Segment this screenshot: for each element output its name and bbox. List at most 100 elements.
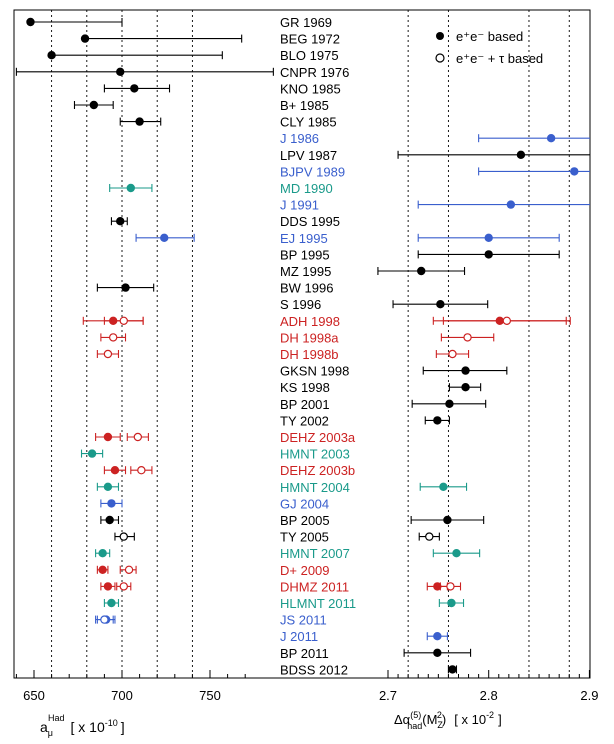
left-data-point [119, 532, 128, 541]
left-data-point [116, 216, 125, 226]
entry-label: GJ 2004 [280, 496, 329, 511]
legend-marker-open [435, 53, 445, 63]
entry-label: JS 2011 [280, 613, 327, 628]
entry-label: GKSN 1998 [280, 364, 349, 379]
entry-label: J 1991 [280, 198, 319, 213]
left-data-point [119, 316, 128, 325]
left-data-point [26, 17, 35, 27]
left-data-point [124, 565, 134, 575]
entry-label: HMNT 2004 [280, 480, 350, 495]
legend-item-ee: e⁺e⁻ based [456, 29, 523, 44]
left-data-point [98, 565, 107, 575]
entry-label: BP 2005 [280, 513, 330, 528]
left-tick-label: 750 [199, 688, 221, 703]
left-tick-label: 700 [111, 688, 133, 703]
right-data-point [436, 300, 445, 309]
legend-marker-filled [436, 32, 444, 40]
left-xlabel-unit-end: ] [121, 719, 125, 735]
right-tick-label: 2.9 [580, 688, 598, 703]
entry-label: MZ 1995 [280, 264, 331, 279]
right-data-point [570, 167, 579, 176]
legend-item-ee-tau: e⁺e⁻ + τ based [456, 51, 543, 66]
right-data-point [447, 598, 456, 608]
right-xlabel-sub: had [407, 721, 422, 731]
left-data-point [80, 34, 90, 43]
right-data-point [417, 266, 426, 276]
right-xlabel-arg: (M [422, 712, 437, 727]
right-xlabel-arg-sup: 2 [437, 710, 442, 720]
entry-label: EJ 1995 [280, 231, 328, 246]
right-xlabel-prefix: Δα [394, 712, 411, 727]
entry-label: LPV 1987 [280, 148, 337, 163]
legend: e⁺e⁻ based e⁺e⁻ + τ based [435, 29, 543, 66]
entry-label: DEHZ 2003b [280, 463, 355, 478]
left-data-point [110, 466, 120, 475]
entry-label: DH 1998b [280, 347, 339, 362]
right-data-point [448, 665, 457, 674]
left-tick-label: 650 [23, 688, 45, 703]
right-xlabel-arg-sub: Z [437, 720, 443, 730]
entry-label: BLO 1975 [280, 48, 339, 63]
left-data-point [107, 499, 116, 508]
entry-label: BP 2011 [280, 646, 329, 661]
left-data-point [135, 117, 144, 126]
left-data-point [103, 432, 113, 442]
left-xlabel-sup: Had [48, 713, 65, 723]
entry-label: BEG 1972 [280, 32, 340, 47]
right-data-point [433, 416, 442, 425]
right-data-point [433, 648, 442, 658]
axis-ticks: 650 700 750 2.7 2.8 2.9 [15, 670, 598, 703]
entry-label: KNO 1985 [280, 81, 341, 96]
right-xlabel-unit: [ x 10 [454, 712, 486, 727]
entry-label: HMNT 2003 [280, 447, 350, 462]
left-data-point [116, 67, 125, 77]
right-data-point [506, 200, 516, 209]
left-data-point [107, 598, 116, 608]
entry-label: MD 1990 [280, 181, 333, 196]
left-xlabel-sub: μ [48, 728, 53, 738]
entry-label: DH 1998a [280, 330, 339, 345]
entry-label: D+ 2009 [280, 563, 330, 578]
left-data-point [103, 582, 113, 591]
left-xlabel-unit: [ x 10 [71, 719, 105, 735]
left-data-point [87, 449, 97, 458]
right-data-point [461, 366, 470, 375]
left-data-point [89, 100, 99, 110]
right-data-point [433, 632, 442, 641]
entry-label: DDS 1995 [280, 214, 340, 229]
entry-label: GR 1969 [280, 15, 332, 30]
left-data-point [103, 482, 113, 491]
right-xlabel-arg-end: ) [442, 712, 446, 727]
entry-label: KS 1998 [280, 380, 330, 395]
plot-frame [13, 9, 591, 679]
right-xlabel-unit-end: ] [498, 712, 502, 727]
entry-label: TY 2005 [280, 530, 329, 545]
left-data-point [121, 283, 130, 292]
right-data-point [463, 333, 472, 342]
entry-label: S 1996 [280, 297, 321, 312]
entry-label: DEHZ 2003a [280, 430, 356, 445]
entry-label: BP 2001 [280, 397, 330, 412]
right-data-point [443, 515, 452, 525]
svg-text:aμHad[ x 10-10]: aμ Had [ x 10-10] [40, 713, 125, 738]
right-tick-label: 2.8 [480, 688, 498, 703]
left-data-point [108, 333, 118, 342]
right-data-point [452, 549, 461, 558]
left-xlabel-unit-exp: -10 [105, 718, 118, 728]
right-tick-label: 2.7 [379, 688, 397, 703]
entry-label: HLMNT 2011 [280, 596, 356, 611]
entry-label: ADH 1998 [280, 314, 340, 329]
right-xlabel-sup: (5) [410, 710, 421, 720]
left-data-point [137, 466, 146, 475]
right-xlabel-unit-exp: -2 [486, 710, 494, 720]
entry-label: TY 2002 [280, 413, 329, 428]
entry-label: J 1986 [280, 131, 319, 146]
entry-label: BDSS 2012 [280, 662, 348, 677]
left-xlabel-main: a [40, 719, 48, 735]
right-axis-label: Δα(5) had(MZ2) [ x 10-2] [394, 710, 502, 731]
right-data-point [461, 383, 470, 392]
entry-label: CNPR 1976 [280, 65, 349, 80]
entry-label: CLY 1985 [280, 115, 337, 130]
right-data-point [446, 582, 455, 591]
